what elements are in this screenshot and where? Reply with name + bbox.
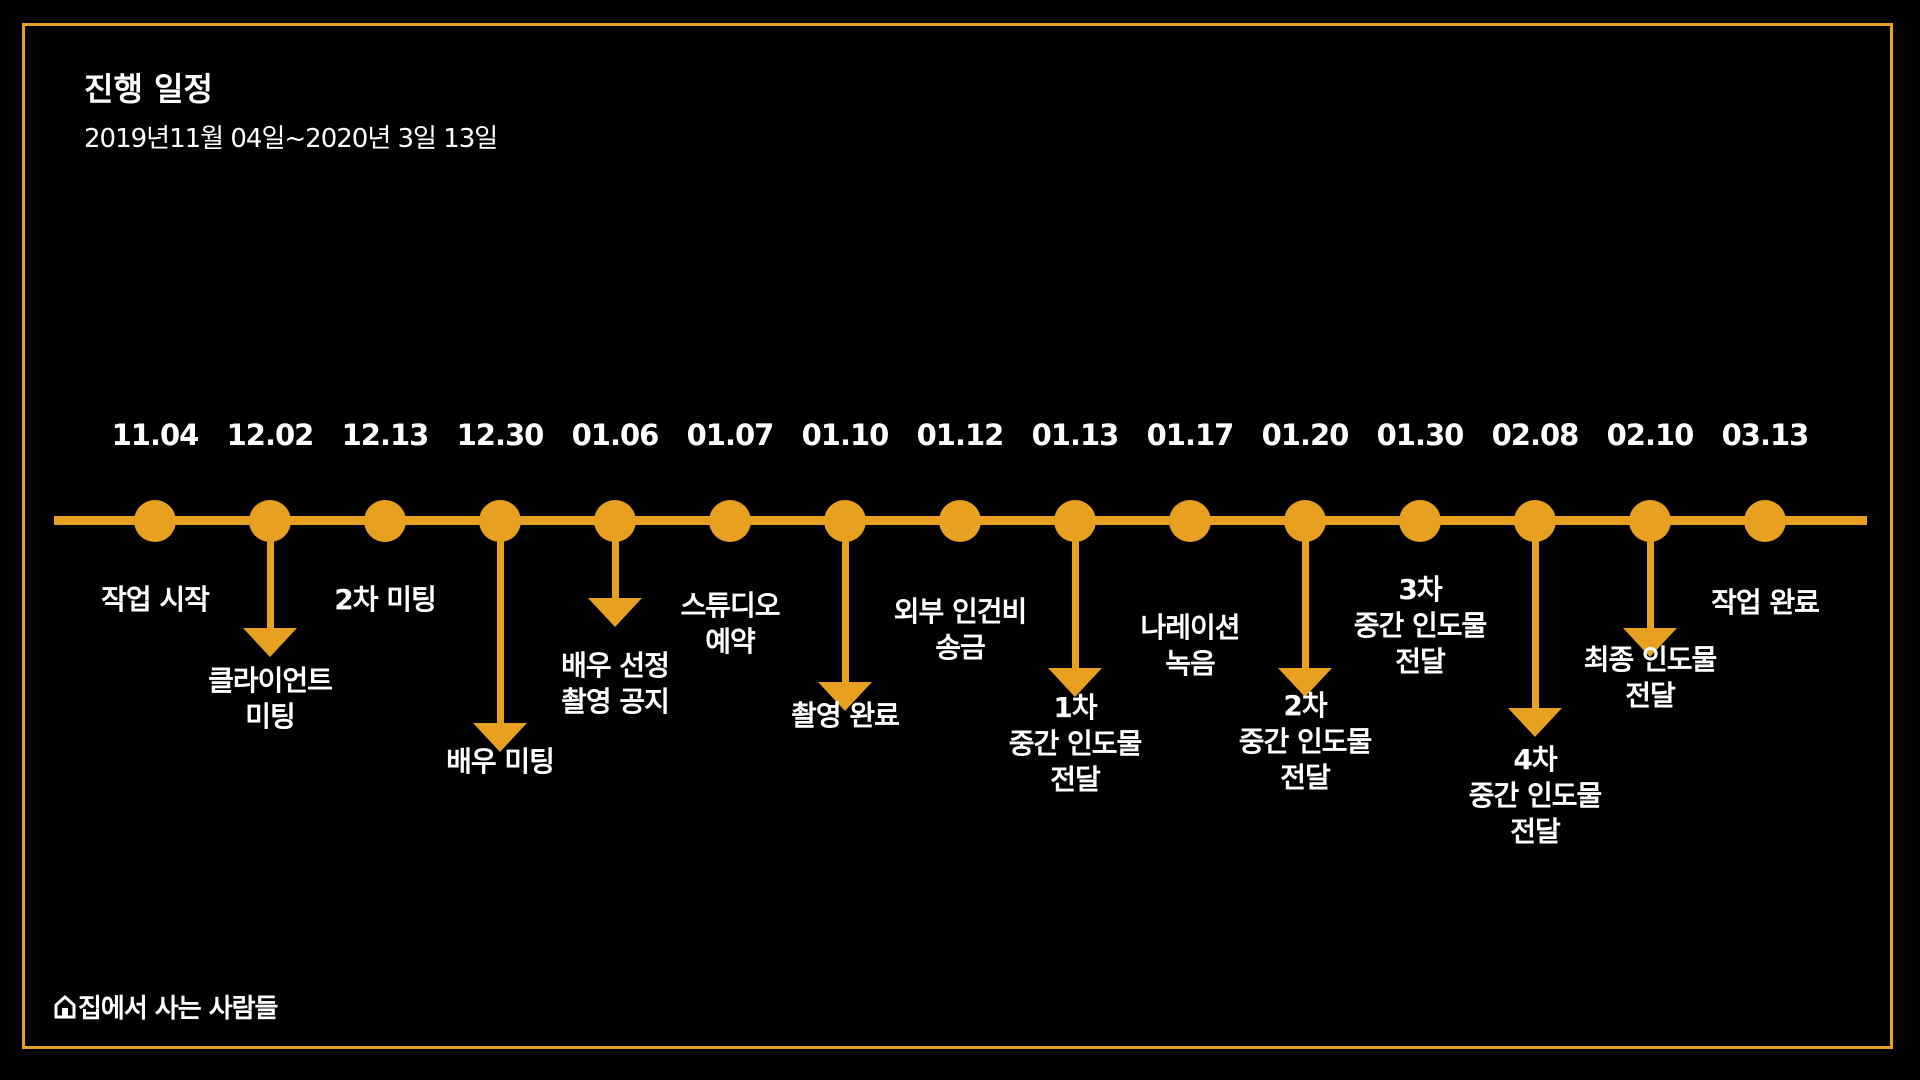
milestone-dot — [1744, 500, 1786, 542]
milestone-label-line: 배우 미팅 — [446, 745, 555, 778]
milestone-label-line: 전달 — [1050, 763, 1101, 796]
milestone-date: 12.30 — [456, 418, 545, 452]
arrow-down-icon — [1048, 668, 1102, 697]
milestone-dot — [1169, 500, 1211, 542]
milestone-label: 스튜디오 예약 — [620, 588, 840, 660]
arrow-stem — [611, 520, 619, 600]
milestone-label: 2차 미팅 — [275, 582, 495, 618]
brand-name: 집에서 사는 사람들 — [78, 994, 278, 1024]
milestone-label: 4차 중간 인도물 전달 — [1425, 742, 1645, 850]
milestone-label: 작업 시작 — [45, 582, 265, 618]
brand-footer: 집에서 사는 사람들 — [54, 988, 278, 1025]
milestone-label-line: 배우 선정 — [561, 649, 670, 682]
milestone-date: 11.04 — [111, 418, 200, 452]
arrow-down-icon — [473, 723, 527, 752]
arrow-down-icon — [1278, 668, 1332, 697]
arrow-down-icon — [243, 628, 297, 657]
milestone-label-line: 중간 인도물 — [1468, 779, 1603, 812]
milestone-date: 01.12 — [916, 418, 1005, 452]
arrow-down-icon — [1623, 628, 1677, 657]
milestone-dot — [1399, 500, 1441, 542]
milestone-date: 12.13 — [341, 418, 430, 452]
milestone-dot — [709, 500, 751, 542]
milestone-date: 02.08 — [1491, 418, 1580, 452]
milestone-label: 촬영 완료 — [735, 698, 955, 734]
arrow-stem — [1301, 520, 1309, 670]
milestone-label: 1차 중간 인도물 전달 — [965, 690, 1185, 798]
milestone-date: 01.13 — [1031, 418, 1120, 452]
milestone-dot — [939, 500, 981, 542]
arrow-stem — [1646, 520, 1654, 630]
milestone-label-line: 중간 인도물 — [1008, 727, 1143, 760]
milestone-label: 배우 선정 촬영 공지 — [505, 648, 725, 720]
milestone-label-line: 전달 — [1625, 679, 1676, 712]
home-icon — [54, 994, 76, 1018]
milestone-label-line: 최종 인도물 — [1583, 643, 1718, 676]
arrow-stem — [841, 520, 849, 684]
milestone-label: 최종 인도물 전달 — [1540, 642, 1760, 714]
milestone-label: 2차 중간 인도물 전달 — [1195, 688, 1415, 796]
milestone-label-line: 2차 — [1283, 689, 1327, 722]
milestone-label-line: 예약 — [705, 625, 756, 658]
milestone-label-line: 촬영 완료 — [791, 699, 900, 732]
milestone-label-line: 작업 시작 — [101, 583, 210, 616]
milestone-date: 01.06 — [571, 418, 660, 452]
milestone-label-line: 3차 — [1398, 573, 1442, 606]
milestone-dot — [364, 500, 406, 542]
milestone-label-line: 4차 — [1513, 743, 1557, 776]
date-range-subtitle: 2019년11월 04일~2020년 3일 13일 — [84, 124, 498, 154]
milestone-date: 12.02 — [226, 418, 315, 452]
milestone-label-line: 중간 인도물 — [1353, 609, 1488, 642]
milestone-label-line: 미팅 — [245, 700, 296, 733]
arrow-down-icon — [1508, 708, 1562, 737]
milestone-label-line: 클라이언트 — [208, 664, 333, 697]
milestone-label: 배우 미팅 — [390, 744, 610, 780]
milestone-label: 3차 중간 인도물 전달 — [1310, 572, 1530, 680]
page-title: 진행 일정 — [84, 70, 213, 108]
milestone-date: 01.17 — [1146, 418, 1235, 452]
milestone-label-line: 중간 인도물 — [1238, 725, 1373, 758]
milestone-label-line: 전달 — [1280, 761, 1331, 794]
milestone-label-line: 촬영 공지 — [561, 685, 670, 718]
milestone-label-line: 스튜디오 — [680, 589, 780, 622]
milestone-date: 01.10 — [801, 418, 890, 452]
milestone-label-line: 외부 인건비 — [893, 595, 1028, 628]
milestone-label-line: 2차 미팅 — [334, 583, 437, 616]
milestone-date: 03.13 — [1721, 418, 1810, 452]
milestone-date: 02.10 — [1606, 418, 1695, 452]
arrow-stem — [496, 520, 504, 725]
arrow-down-icon — [588, 598, 642, 627]
milestone-label-line: 전달 — [1395, 645, 1446, 678]
milestone-label-line: 1차 — [1053, 691, 1097, 724]
arrow-stem — [1071, 520, 1079, 670]
milestone-date: 01.20 — [1261, 418, 1350, 452]
milestone-label: 나레이션 녹음 — [1080, 610, 1300, 682]
milestone-label: 클라이언트 미팅 — [160, 663, 380, 735]
arrow-stem — [266, 520, 274, 630]
arrow-down-icon — [818, 682, 872, 711]
milestone-dot — [134, 500, 176, 542]
milestone-label-line: 작업 완료 — [1711, 586, 1820, 619]
milestone-date: 01.30 — [1376, 418, 1465, 452]
milestone-date: 01.07 — [686, 418, 775, 452]
milestone-label: 작업 완료 — [1655, 585, 1875, 621]
milestone-label: 외부 인건비 송금 — [850, 594, 1070, 666]
milestone-label-line: 나레이션 — [1140, 611, 1240, 644]
milestone-label-line: 전달 — [1510, 815, 1561, 848]
milestone-label-line: 녹음 — [1165, 647, 1216, 680]
border-frame — [22, 23, 1893, 1049]
milestone-label-line: 송금 — [935, 631, 986, 664]
arrow-stem — [1531, 520, 1539, 710]
